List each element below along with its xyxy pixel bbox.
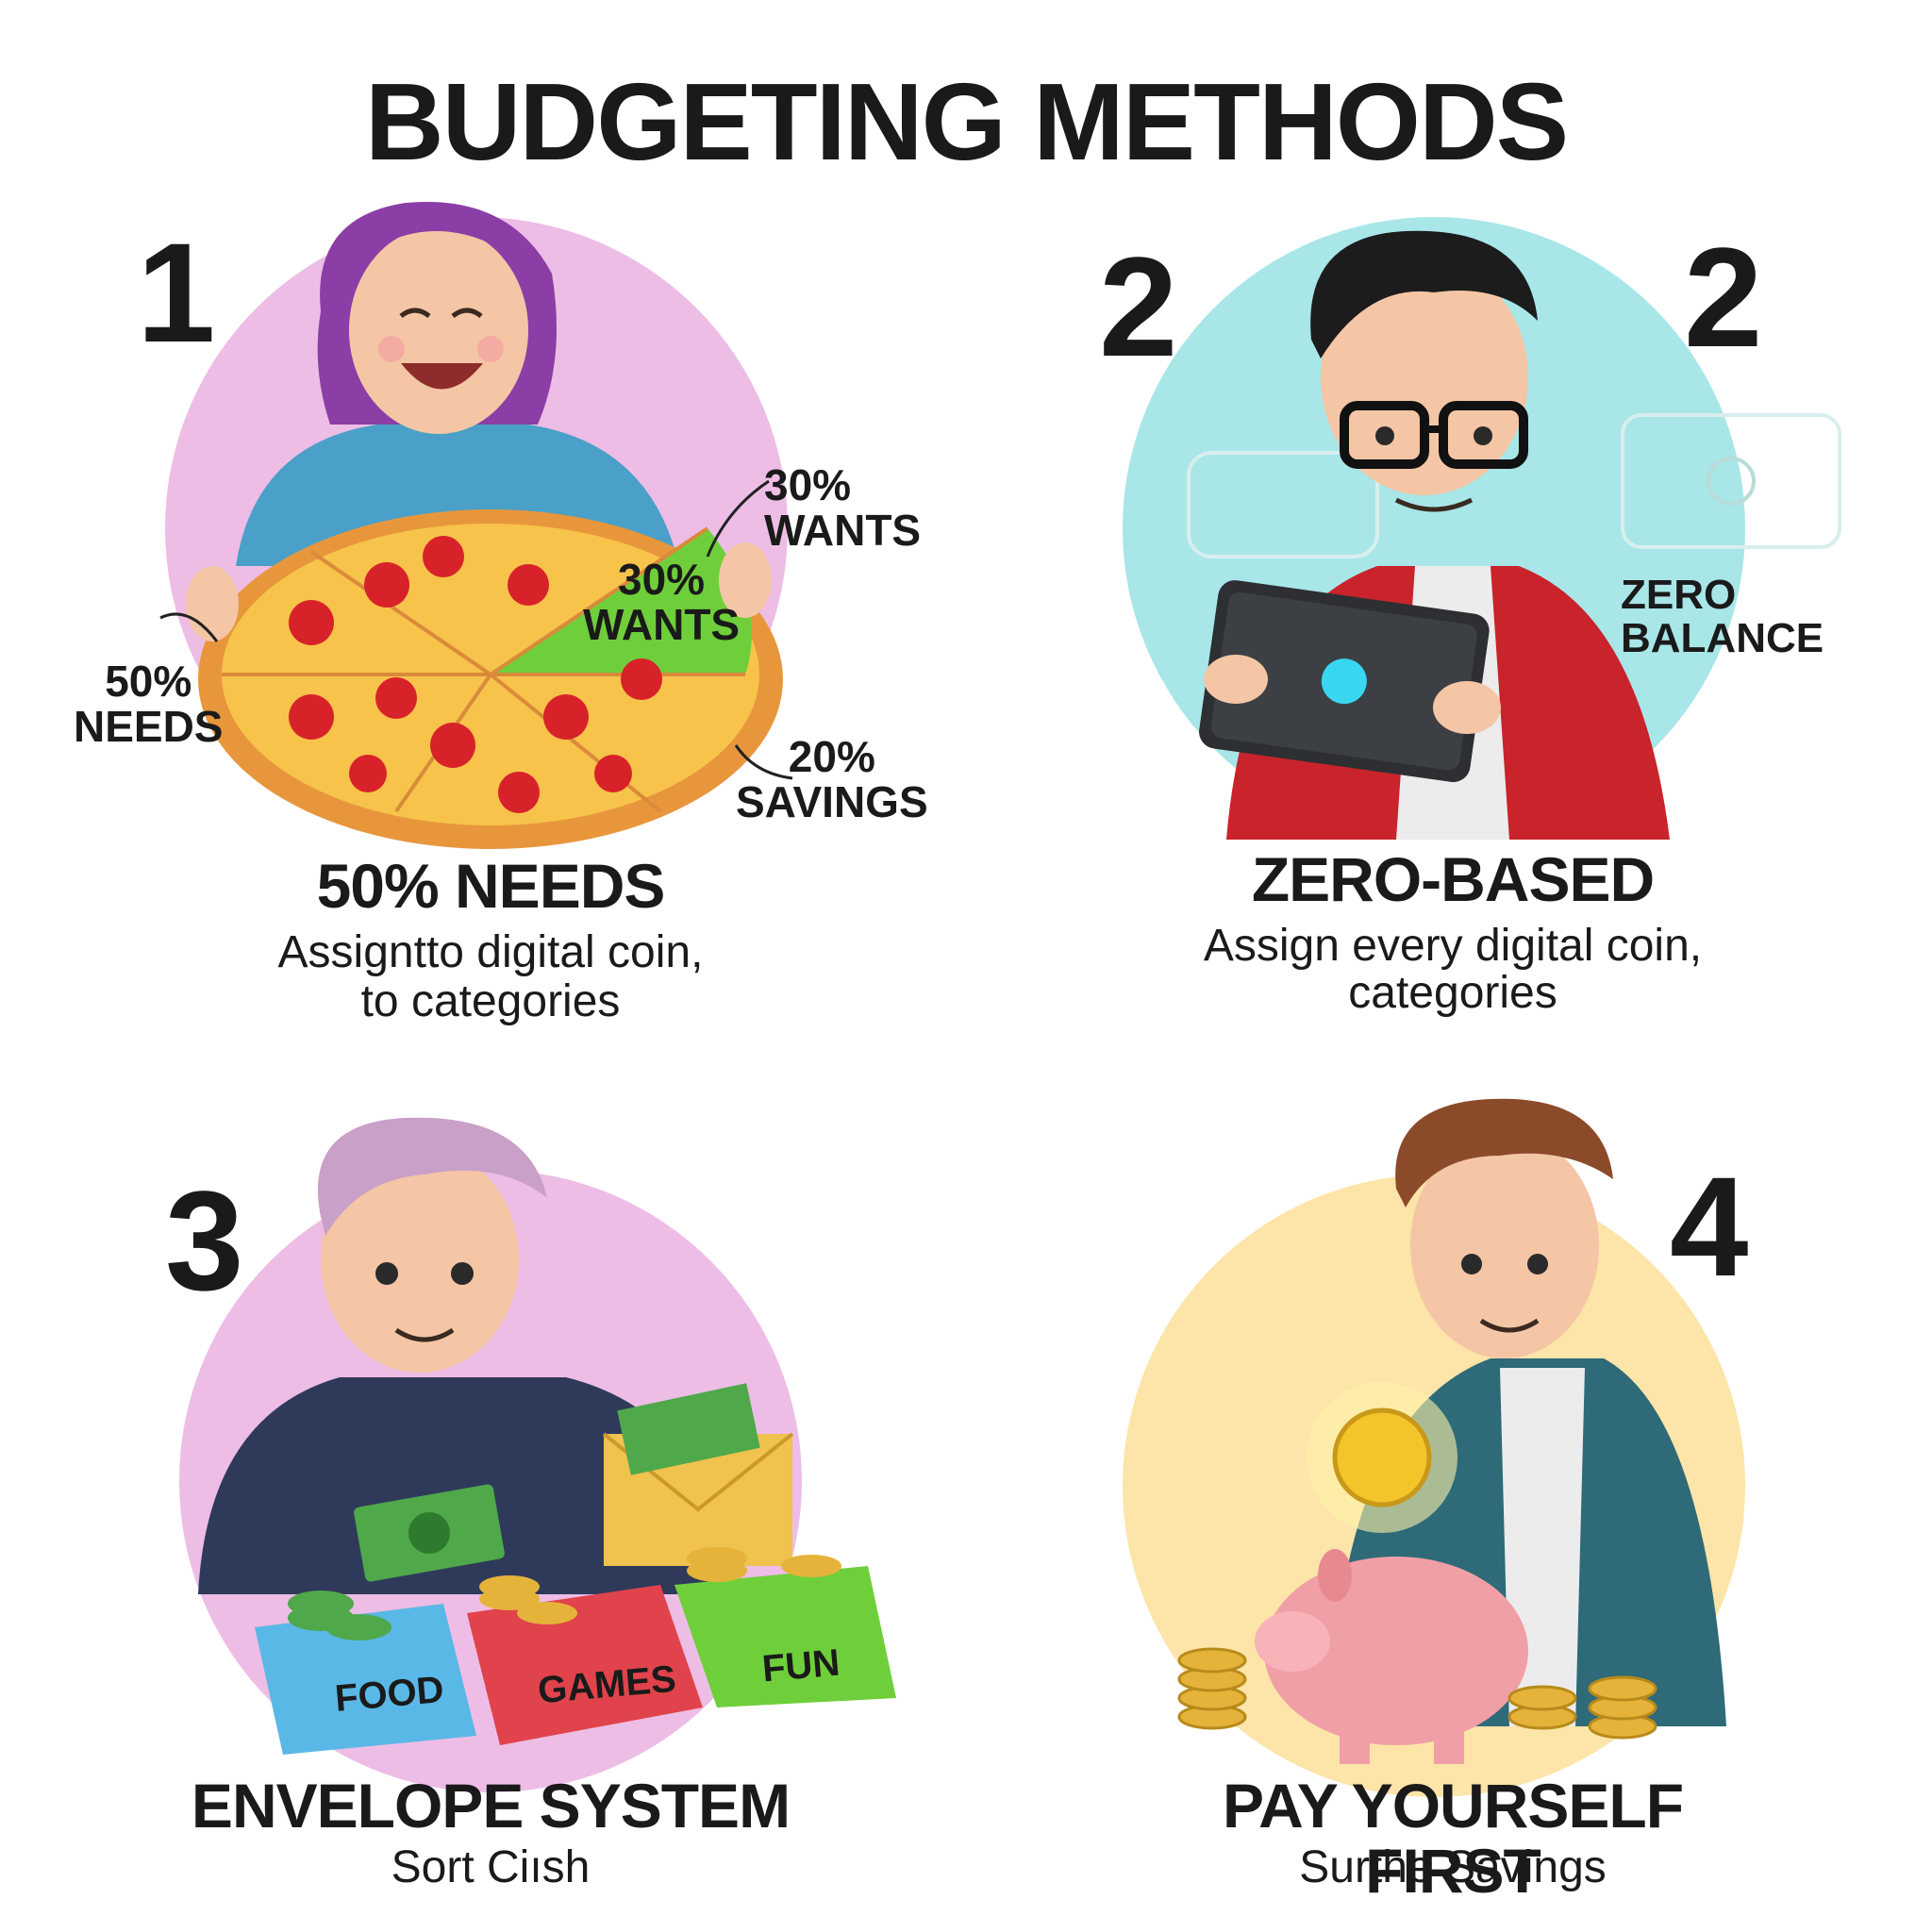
- needs-label: 50% NEEDS: [74, 657, 224, 752]
- wants-slice-label: 30% WANTS: [583, 555, 741, 650]
- envelope-food-label: FOOD: [333, 1669, 446, 1720]
- panel1-title: 50% NEEDS: [316, 851, 666, 921]
- panel4-subtitle: Surthe Savings: [1299, 1842, 1607, 1892]
- panel2-subtitle-line1: Assign every digital coin,: [1203, 921, 1703, 971]
- panel3-title: ENVELOPE SYSTEM: [191, 1771, 791, 1840]
- wants-slice: [491, 528, 752, 675]
- wants-outside-label: 30% WANTS: [764, 460, 922, 556]
- boy-with-piggy-bank-illustration: [1177, 1098, 1726, 1764]
- panel3-number: 3: [165, 1161, 244, 1320]
- panel4-number: 4: [1670, 1147, 1749, 1306]
- page-title: BUDGETING METHODS: [364, 60, 1569, 183]
- panel2-number-right: 2: [1684, 218, 1763, 376]
- food-envelope: [255, 1604, 476, 1755]
- panel1-number: 1: [137, 213, 216, 372]
- envelope-fun-label: FUN: [760, 1641, 841, 1690]
- panel3-subtitle: Sort Ciısh: [391, 1842, 591, 1892]
- panel2-number-left: 2: [1099, 227, 1178, 386]
- panel2-subtitle-line2: categories: [1348, 968, 1557, 1018]
- fun-envelope: [675, 1566, 896, 1707]
- panel1-subtitle-line1: Assigntto digital coin,: [277, 927, 704, 977]
- panel4-title: PAY YOURSELF FIRST: [1222, 1771, 1684, 1907]
- savings-label: 20% SAVINGS: [736, 732, 928, 827]
- games-envelope: [467, 1585, 703, 1745]
- boy-with-tablet-illustration: [1187, 230, 1841, 840]
- panel2-title: ZERO-BASED: [1251, 844, 1655, 914]
- girl-with-pizza-illustration: [159, 201, 793, 849]
- boy-with-envelopes-illustration: [198, 1117, 896, 1755]
- panel1-subtitle-line2: to categories: [360, 976, 621, 1026]
- zero-balance-label: ZERO BALANCE: [1621, 572, 1824, 662]
